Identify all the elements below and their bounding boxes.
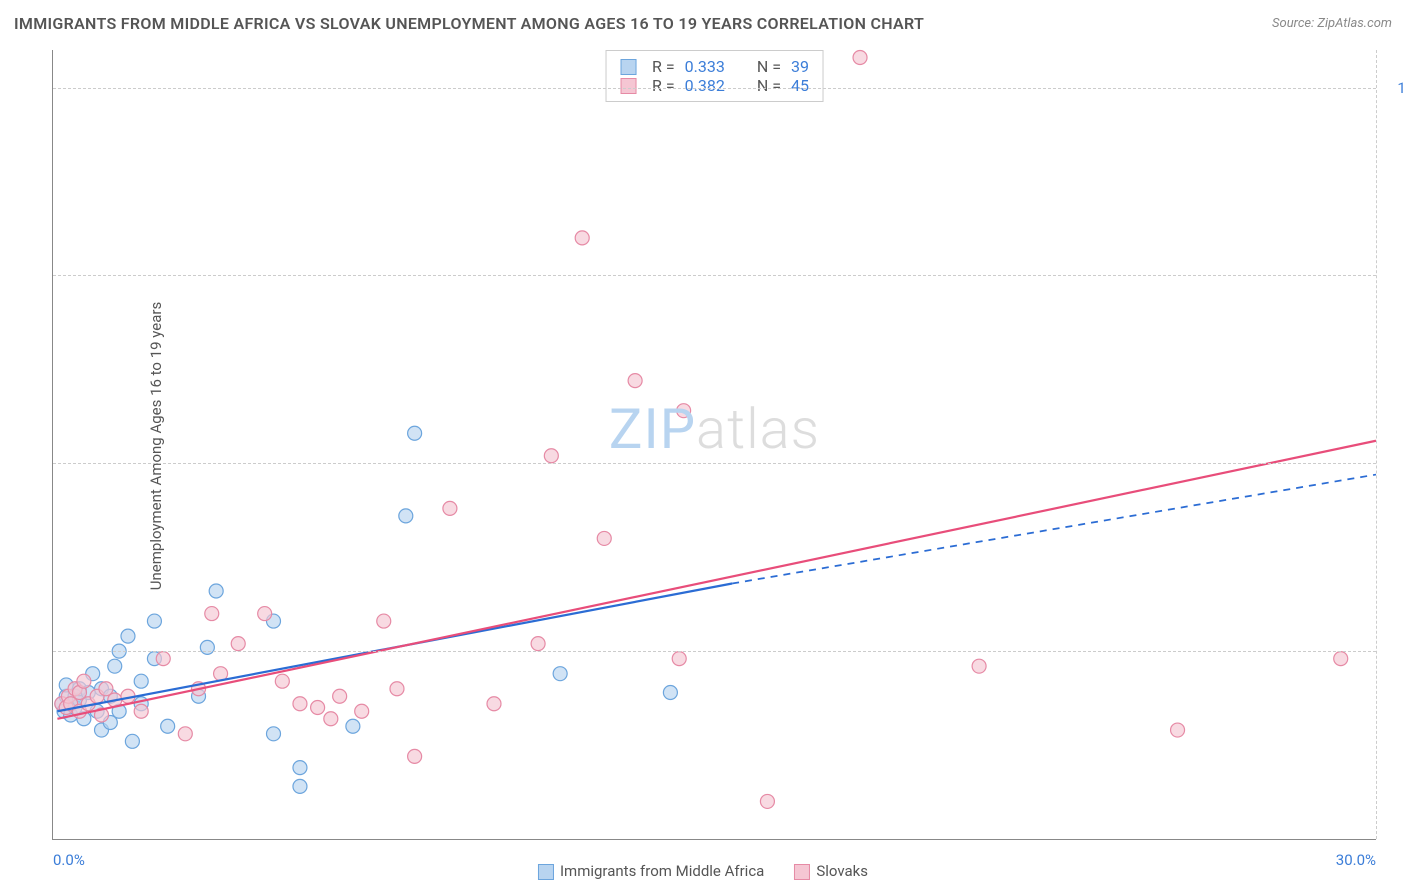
legend-swatch — [538, 864, 554, 880]
source-attribution: Source: ZipAtlas.com — [1272, 16, 1392, 31]
stats-row: R = 0.333 N = 39 — [620, 57, 809, 76]
scatter-point — [346, 719, 360, 733]
scatter-point — [324, 712, 338, 726]
scatter-point — [125, 734, 139, 748]
trend-line-extrapolated — [732, 475, 1376, 584]
scatter-point — [531, 637, 545, 651]
gridline-h — [53, 275, 1376, 276]
scatter-point — [267, 727, 281, 741]
scatter-point — [293, 697, 307, 711]
scatter-point — [77, 674, 91, 688]
chart-header: IMMIGRANTS FROM MIDDLE AFRICA VS SLOVAK … — [14, 14, 1392, 33]
plot-area: ZIPatlas R = 0.333N = 39R = 0.382N = 45 … — [52, 50, 1376, 840]
scatter-point — [134, 674, 148, 688]
scatter-point — [1334, 652, 1348, 666]
legend-label: Slovaks — [816, 862, 868, 880]
scatter-point — [108, 659, 122, 673]
scatter-point — [853, 51, 867, 65]
x-tick-label: 30.0% — [1336, 851, 1376, 869]
stats-legend-box: R = 0.333 N = 39 R = 0.382 N = 45 — [605, 50, 824, 102]
scatter-point — [377, 614, 391, 628]
scatter-point — [147, 614, 161, 628]
scatter-point — [178, 727, 192, 741]
stat-r-value: 0.333 — [685, 57, 725, 76]
legend-swatch — [794, 864, 810, 880]
scatter-point — [443, 501, 457, 515]
chart-title: IMMIGRANTS FROM MIDDLE AFRICA VS SLOVAK … — [14, 14, 924, 33]
gridline-v — [1376, 50, 1377, 839]
scatter-point — [231, 637, 245, 651]
scatter-point — [161, 719, 175, 733]
scatter-point — [134, 704, 148, 718]
scatter-point — [293, 779, 307, 793]
scatter-point — [760, 794, 774, 808]
x-tick-label: 0.0% — [53, 851, 85, 869]
scatter-point — [311, 701, 325, 715]
scatter-point — [597, 531, 611, 545]
scatter-point — [275, 674, 289, 688]
stat-n-value: 39 — [791, 57, 809, 76]
scatter-point — [390, 682, 404, 696]
legend-swatch — [620, 78, 636, 94]
scatter-point — [156, 652, 170, 666]
scatter-point — [205, 607, 219, 621]
scatter-point — [408, 426, 422, 440]
scatter-point — [333, 689, 347, 703]
scatter-point — [293, 761, 307, 775]
scatter-point — [121, 629, 135, 643]
scatter-point — [1171, 723, 1185, 737]
scatter-point — [677, 404, 691, 418]
legend-label: Immigrants from Middle Africa — [560, 862, 764, 880]
scatter-point — [575, 231, 589, 245]
scatter-point — [663, 685, 677, 699]
gridline-h — [53, 651, 1376, 652]
scatter-point — [628, 374, 642, 388]
scatter-point — [355, 704, 369, 718]
scatter-point — [544, 449, 558, 463]
scatter-point — [200, 640, 214, 654]
stats-row: R = 0.382 N = 45 — [620, 76, 809, 95]
legend-item: Slovaks — [794, 862, 868, 880]
stat-r-value: 0.382 — [685, 76, 725, 95]
bottom-legend: Immigrants from Middle Africa Slovaks — [538, 862, 868, 880]
gridline-h — [53, 88, 1376, 89]
stat-n-label: N = — [757, 76, 781, 95]
y-tick-label: 100.0% — [1397, 79, 1406, 97]
stat-r-label: R = — [652, 57, 675, 76]
gridline-h — [53, 463, 1376, 464]
stat-r-label: R = — [652, 76, 675, 95]
legend-item: Immigrants from Middle Africa — [538, 862, 764, 880]
stat-n-label: N = — [757, 57, 781, 76]
scatter-point — [399, 509, 413, 523]
scatter-point — [408, 749, 422, 763]
scatter-point — [209, 584, 223, 598]
stat-n-value: 45 — [791, 76, 809, 95]
scatter-svg — [53, 50, 1376, 839]
scatter-point — [972, 659, 986, 673]
trend-line — [57, 441, 1376, 719]
scatter-point — [553, 667, 567, 681]
scatter-point — [672, 652, 686, 666]
scatter-point — [487, 697, 501, 711]
scatter-point — [258, 607, 272, 621]
legend-swatch — [620, 59, 636, 75]
